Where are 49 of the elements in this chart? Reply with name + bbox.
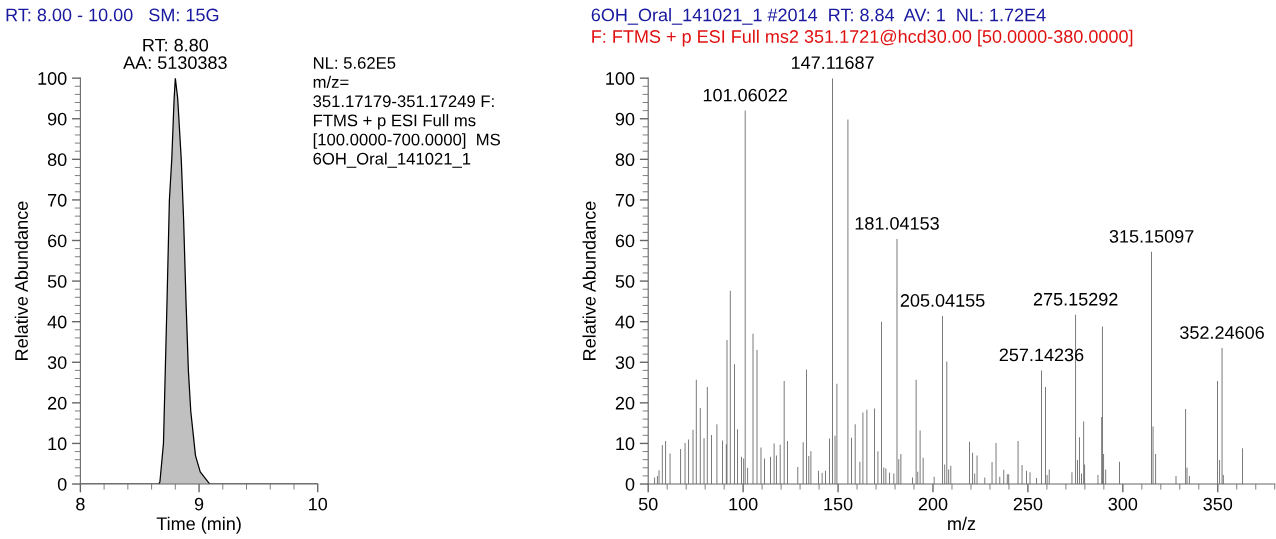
annotation: 181.04153 bbox=[855, 216, 939, 230]
annotation: 275.15292 bbox=[1033, 292, 1118, 306]
annotation: RT: 8.80 AA: 5130383 bbox=[123, 38, 227, 70]
annotation: NL: 5.62E5 m/z= 351.17179-351.17249 F: FTMS + p ESI Full ms [100.0000-700.0000] MS 6OH_Oral_141021_1 bbox=[313, 57, 500, 168]
annotation: 352.24606 bbox=[1180, 326, 1264, 339]
y-tick-label: 70 bbox=[615, 193, 635, 207]
y-tick-label: 60 bbox=[615, 234, 635, 248]
chart-title: 6OH_Oral_141021_1 #2014 RT: 8.84 AV: 1 NL: 1.72E4 bbox=[591, 8, 1046, 25]
y-tick-label: 0 bbox=[625, 477, 635, 491]
y-tick-label: 40 bbox=[47, 315, 67, 329]
annotation: 101.06022 bbox=[703, 88, 787, 102]
chart-title: RT: 8.00 - 10.00 SM: 15G bbox=[6, 8, 219, 22]
annotation: 257.14236 bbox=[999, 348, 1084, 362]
x-axis-title: Time (min) bbox=[156, 516, 241, 534]
y-tick-label: 0 bbox=[57, 477, 67, 491]
y-tick-label: 30 bbox=[47, 356, 67, 369]
y-tick-label: 50 bbox=[615, 275, 635, 288]
x-tick-label: 300 bbox=[1108, 497, 1138, 511]
y-tick-label: 30 bbox=[615, 356, 635, 369]
x-tick-label: 10 bbox=[309, 497, 328, 511]
x-axis-title: m/z bbox=[948, 516, 976, 531]
x-tick-label: 200 bbox=[918, 497, 948, 511]
chart-subtitle: F: FTMS + p ESI Full ms2 351.1721@hcd30.00 [50.0000-380.0000] bbox=[592, 29, 1133, 47]
x-tick-label: 100 bbox=[729, 497, 758, 511]
y-tick-label: 100 bbox=[38, 72, 67, 85]
x-tick-label: 150 bbox=[824, 497, 853, 511]
x-tick-label: 8 bbox=[76, 497, 85, 511]
y-tick-label: 80 bbox=[47, 153, 67, 167]
y-tick-label: 70 bbox=[48, 193, 67, 207]
annotation: 147.11687 bbox=[791, 56, 874, 70]
y-axis-title: Relative Abundance bbox=[14, 201, 28, 360]
y-tick-label: 60 bbox=[48, 234, 67, 248]
y-tick-label: 10 bbox=[48, 437, 67, 451]
y-tick-label: 40 bbox=[615, 315, 635, 329]
x-tick-label: 250 bbox=[1013, 497, 1043, 511]
y-tick-label: 80 bbox=[615, 153, 635, 167]
x-tick-label: 50 bbox=[638, 497, 658, 511]
annotation: 315.15097 bbox=[1109, 229, 1194, 243]
y-tick-label: 50 bbox=[47, 275, 67, 288]
y-tick-label: 90 bbox=[615, 112, 635, 126]
y-tick-label: 20 bbox=[48, 396, 67, 410]
x-tick-label: 350 bbox=[1203, 497, 1233, 511]
x-tick-label: 9 bbox=[194, 497, 204, 511]
annotation: 205.04155 bbox=[900, 294, 985, 307]
y-tick-label: 20 bbox=[615, 396, 635, 410]
y-tick-label: 90 bbox=[47, 112, 67, 126]
y-tick-label: 10 bbox=[616, 437, 635, 451]
y-tick-label: 100 bbox=[606, 72, 635, 85]
y-axis-title: Relative Abundance bbox=[582, 201, 596, 360]
